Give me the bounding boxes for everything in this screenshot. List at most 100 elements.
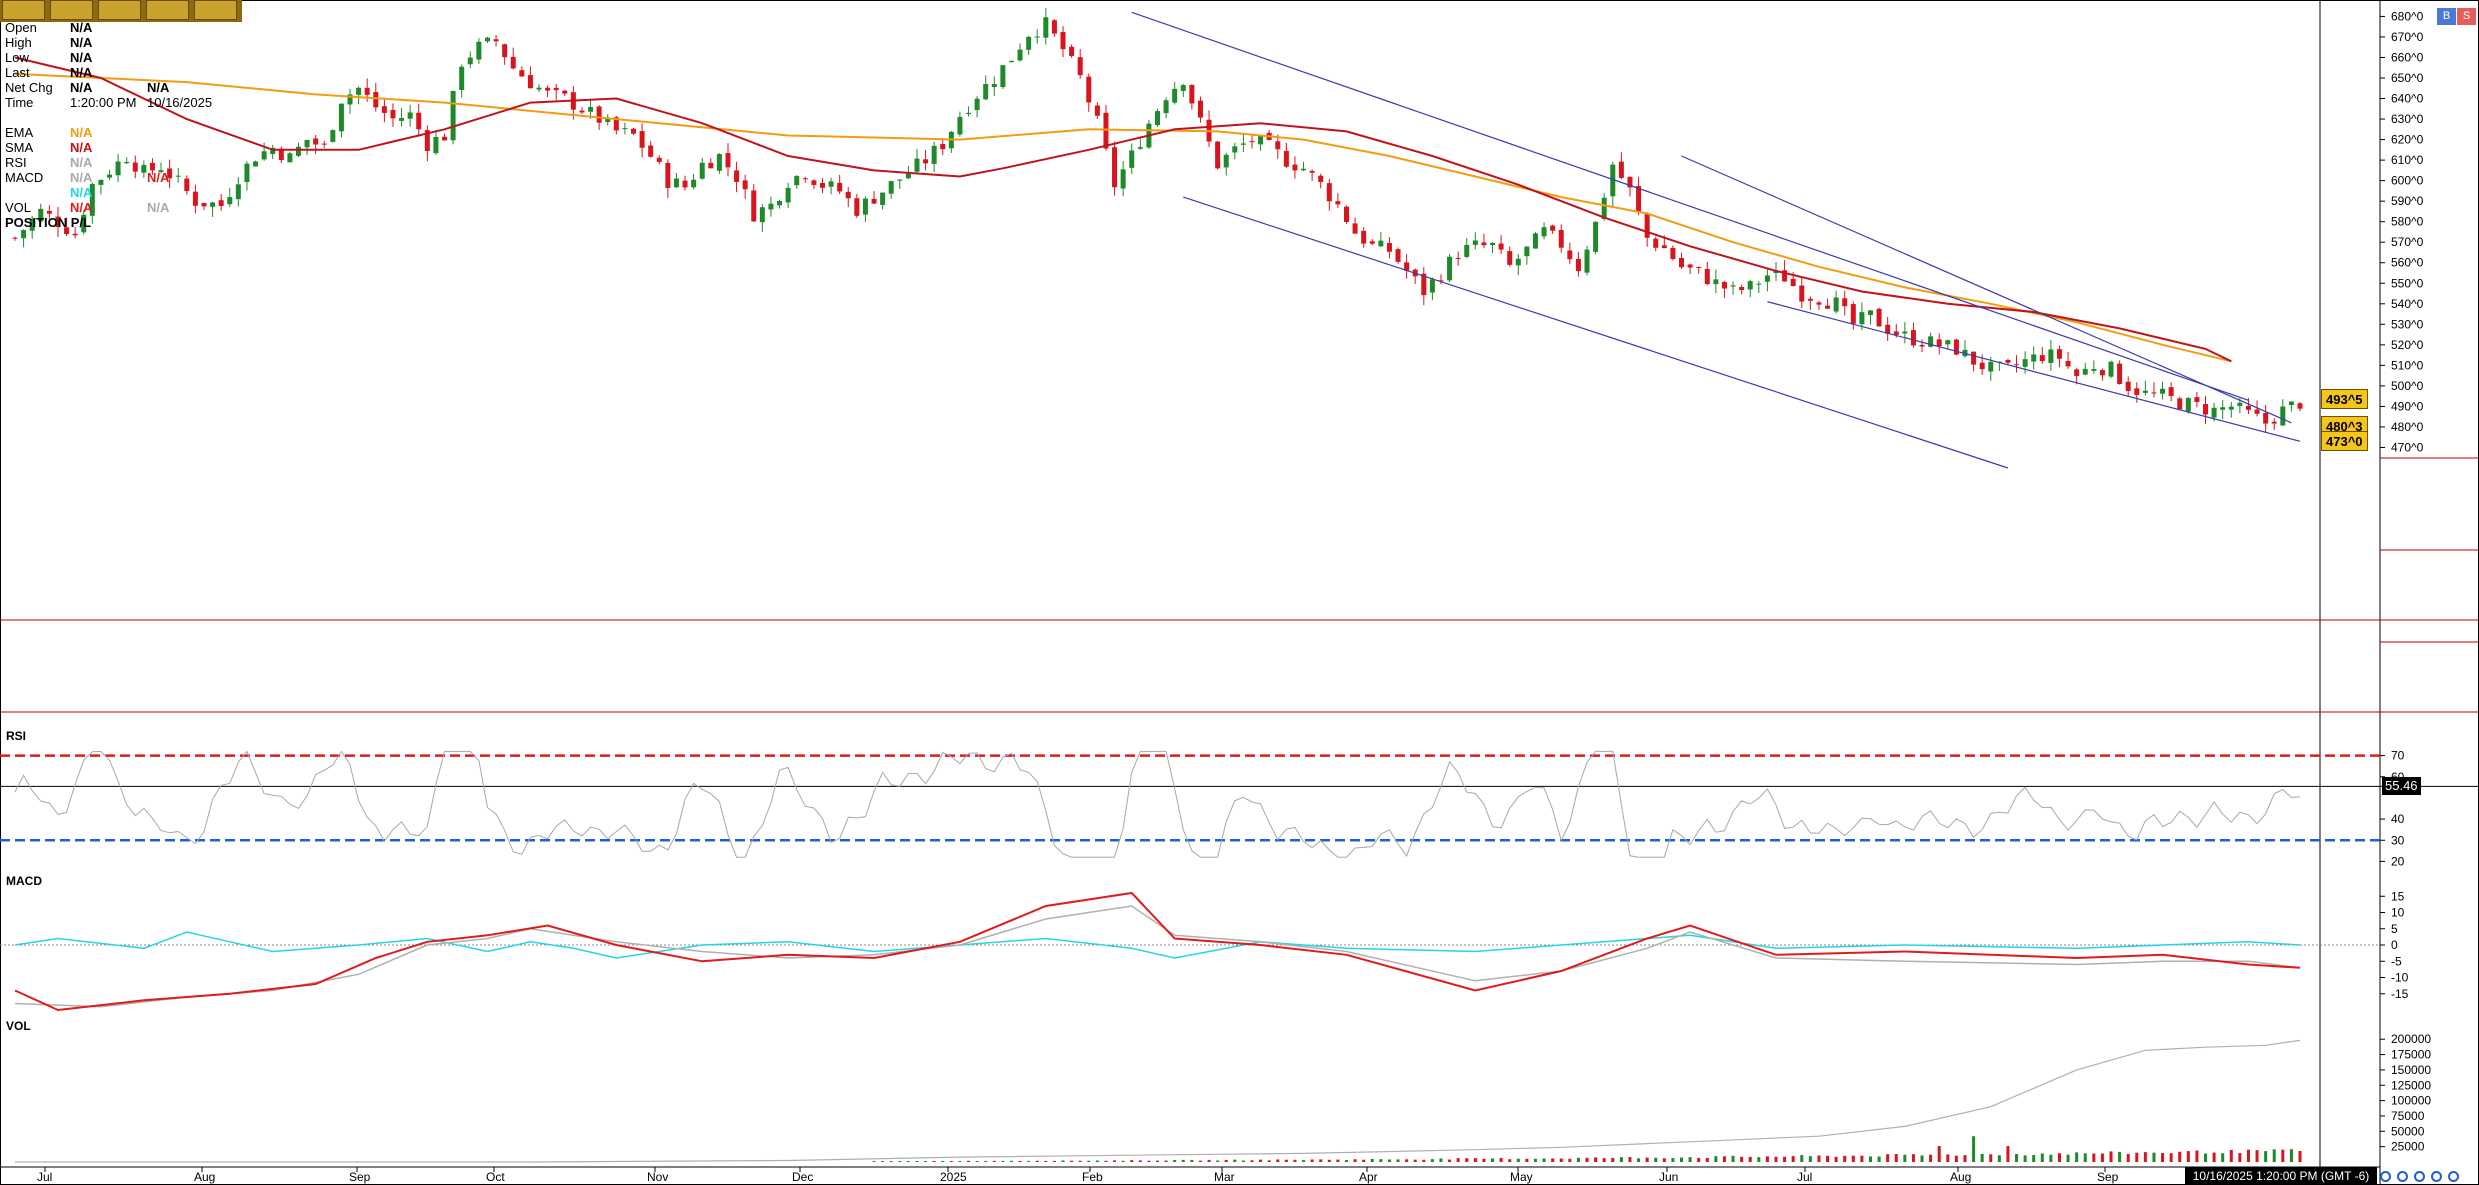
buy-button[interactable]: B <box>2437 8 2456 25</box>
candle-body <box>1421 273 1427 296</box>
candle-body <box>1301 168 1307 171</box>
volume-bar <box>1542 1158 1546 1162</box>
candle-body <box>1129 150 1135 168</box>
candle-body <box>1601 197 1607 219</box>
volume-bar <box>1387 1159 1391 1162</box>
candle-body <box>699 162 705 179</box>
volume-tick-label: 75000 <box>2391 1109 2425 1123</box>
candle-body <box>1902 331 1908 334</box>
candle-body <box>1352 223 1358 234</box>
data-window-label: RSI <box>5 155 27 170</box>
volume-bar <box>1929 1154 1933 1162</box>
candle-body <box>871 198 877 204</box>
candle-body <box>742 180 748 190</box>
candle-body <box>2031 354 2037 362</box>
candle-body <box>605 117 611 123</box>
candle-body <box>2082 368 2088 375</box>
candle-body <box>1953 339 1959 355</box>
tool-circle-icon[interactable] <box>2414 1170 2425 1182</box>
volume-bar <box>2092 1153 2096 1162</box>
candle-body <box>502 44 508 58</box>
volume-bar <box>1972 1136 1976 1162</box>
data-window-value: N/A <box>70 125 93 140</box>
candle-body <box>1721 282 1727 289</box>
candle-body <box>1567 250 1573 260</box>
candle-body <box>1240 143 1246 145</box>
volume-bar <box>2006 1146 2010 1162</box>
volume-bar <box>2083 1153 2087 1162</box>
candle-body <box>1687 264 1693 268</box>
volume-bar <box>1559 1158 1563 1162</box>
data-window-label: Open <box>5 20 37 35</box>
tool-circle-icon[interactable] <box>2397 1170 2408 1182</box>
candle-body <box>845 191 851 199</box>
candle-body <box>1550 225 1556 231</box>
candle-body <box>313 138 319 145</box>
volume-bar <box>1052 1160 1056 1162</box>
rsi-label: RSI <box>6 729 26 743</box>
rsi-value: 55.46 <box>2382 777 2421 796</box>
volume-bar <box>1714 1156 1718 1162</box>
data-window-value: N/A <box>70 155 93 170</box>
volume-bar <box>1765 1156 1769 1162</box>
candle-body <box>1739 287 1745 291</box>
volume-bar <box>967 1160 971 1162</box>
candle-body <box>2160 388 2166 394</box>
data-window-value: N/A <box>70 50 93 65</box>
toolbar-button-3[interactable] <box>98 0 141 20</box>
candle-body <box>2288 401 2294 406</box>
candle-body <box>2048 349 2054 363</box>
price-tick-label: 580^0 <box>2391 215 2424 229</box>
tool-circle-icon[interactable] <box>2431 1170 2442 1182</box>
tool-circle-icon[interactable] <box>2448 1170 2459 1182</box>
volume-bar <box>2057 1153 2061 1162</box>
volume-bar <box>1473 1158 1477 1162</box>
candle-body <box>1318 175 1324 182</box>
candle-body <box>974 98 980 111</box>
candle-body <box>777 200 783 206</box>
toolbar-button-2[interactable] <box>50 0 93 20</box>
time-tick-label: May <box>1510 1170 1533 1184</box>
candle-body <box>1979 362 1985 370</box>
candle-body <box>1120 169 1126 189</box>
toolbar-button-4[interactable] <box>146 0 189 20</box>
volume-bar <box>1963 1155 1967 1162</box>
candle-body <box>691 179 697 188</box>
volume-bar <box>2143 1152 2147 1162</box>
candle-body <box>184 178 190 192</box>
toolbar-button-5[interactable] <box>194 0 237 20</box>
toolbar-button-1[interactable] <box>2 0 45 20</box>
volume-bar <box>2040 1153 2044 1162</box>
volume-bar <box>1422 1159 1426 1162</box>
volume-bar <box>1130 1160 1134 1162</box>
candle-body <box>175 175 181 177</box>
volume-bar <box>1293 1159 1297 1162</box>
tool-circle-icon[interactable] <box>2380 1170 2391 1182</box>
data-window-label: Last <box>5 65 30 80</box>
candle-body <box>1747 281 1753 290</box>
candle-body <box>1189 84 1195 104</box>
candle-body <box>98 179 104 185</box>
data-window-label: High <box>5 35 32 50</box>
candle-body <box>2074 369 2080 376</box>
candle-body <box>1524 246 1530 257</box>
candle-body <box>476 41 482 60</box>
price-tick-label: 550^0 <box>2391 276 2424 290</box>
macd-tick-label: 5 <box>2391 922 2398 936</box>
candle-body <box>2125 381 2131 392</box>
data-window-value: N/A <box>70 200 93 215</box>
volume-bar <box>1113 1160 1117 1162</box>
candle-body <box>381 106 387 113</box>
candle-body <box>2263 412 2269 424</box>
volume-bar <box>915 1160 919 1162</box>
candle-body <box>665 162 671 189</box>
sell-button[interactable]: S <box>2457 8 2476 25</box>
volume-tick-label: 175000 <box>2391 1048 2431 1062</box>
volume-bar <box>2289 1149 2293 1162</box>
trend-line <box>1681 155 2292 424</box>
candle-body <box>1155 111 1160 126</box>
candle-body <box>579 110 585 113</box>
volume-bar <box>2126 1153 2130 1162</box>
volume-bar <box>1327 1159 1331 1162</box>
